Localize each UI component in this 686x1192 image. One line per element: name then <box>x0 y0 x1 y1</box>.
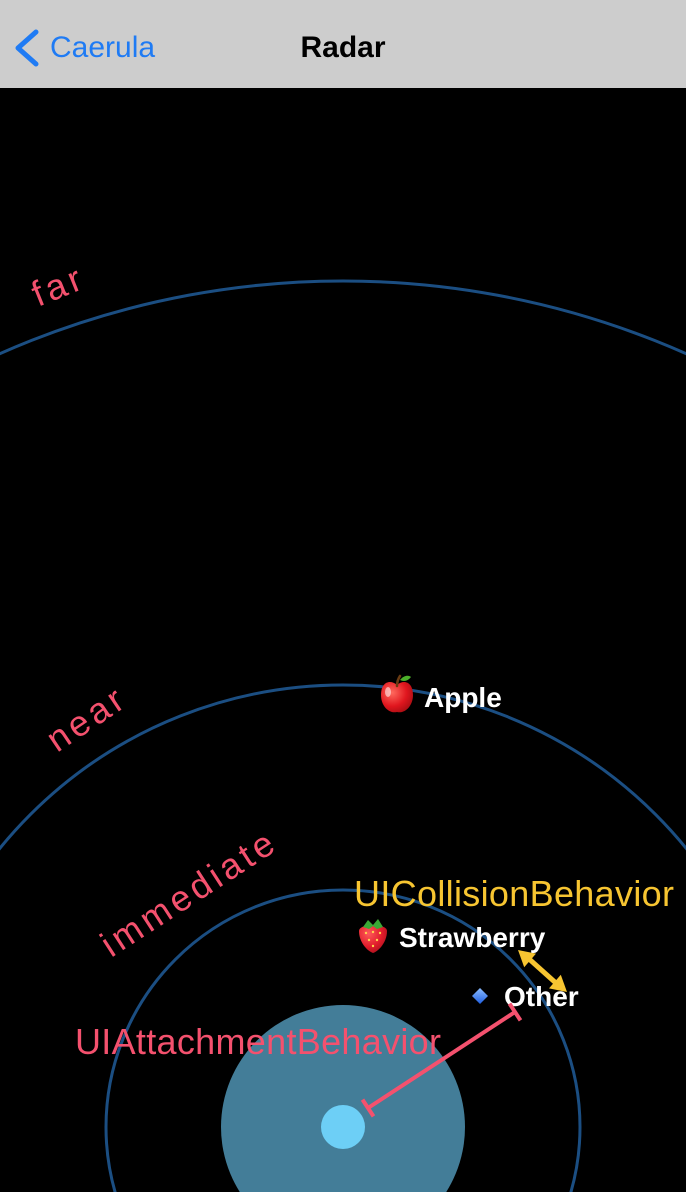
immediate-zone-ring <box>104 888 582 1192</box>
collision-double-arrow <box>518 950 567 992</box>
navigation-bar: Caerula Radar <box>0 0 686 88</box>
far-zone-ring <box>0 279 686 356</box>
blue-diamond-icon <box>472 988 488 1004</box>
collision-annotation-label: UICollisionBehavior <box>354 873 674 914</box>
beacon-label-strawberry: Strawberry <box>399 922 546 953</box>
beacon-label-apple: Apple <box>424 682 502 713</box>
attachment-annotation-label: UIAttachmentBehavior <box>75 1021 441 1062</box>
beacon-strawberry: Strawberry <box>359 919 546 953</box>
back-button[interactable]: Caerula <box>10 22 170 74</box>
near-zone-ring <box>0 683 686 851</box>
user-location-dot <box>321 1105 365 1149</box>
red-apple-icon <box>381 674 413 713</box>
beacon-apple: Apple <box>381 674 502 713</box>
attachment-line <box>360 1002 523 1118</box>
zone-label-near: near <box>39 676 135 759</box>
back-button-label: Caerula <box>50 31 156 64</box>
beacon-label-other: Other <box>504 981 579 1012</box>
strawberry-icon <box>359 919 387 953</box>
zone-label-far: far <box>26 256 91 314</box>
page-title: Radar <box>300 31 386 64</box>
proximity-zone-fill <box>221 1005 465 1192</box>
chevron-left-icon <box>15 29 39 67</box>
zone-label-immediate: immediate <box>93 820 285 964</box>
beacon-other: Other <box>472 981 579 1012</box>
